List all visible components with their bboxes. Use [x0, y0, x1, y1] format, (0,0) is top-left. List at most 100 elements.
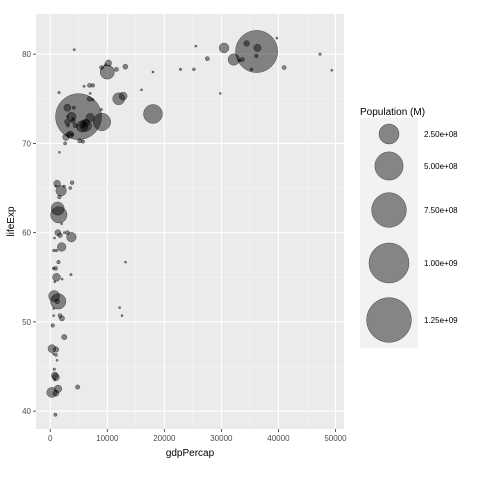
data-point — [57, 194, 62, 200]
data-point — [70, 118, 76, 124]
data-point — [50, 293, 67, 310]
data-point — [118, 306, 121, 309]
data-point — [120, 314, 124, 318]
data-point — [330, 68, 334, 72]
data-point — [192, 67, 196, 72]
data-point — [218, 42, 230, 54]
data-point — [66, 232, 77, 243]
data-point — [76, 120, 89, 133]
data-point — [57, 242, 67, 252]
data-point — [58, 150, 61, 154]
y-axis-title: lifeExp — [6, 206, 17, 236]
data-point — [61, 334, 68, 341]
data-point — [218, 92, 222, 95]
data-point — [53, 384, 63, 393]
data-point — [47, 344, 57, 353]
data-point — [253, 44, 262, 52]
data-point — [254, 53, 259, 59]
data-point — [60, 222, 64, 226]
data-point — [140, 88, 143, 92]
data-point — [62, 184, 66, 188]
plot-panel — [36, 14, 344, 429]
y-tick-label: 60 — [22, 229, 31, 238]
data-point — [53, 280, 57, 284]
x-axis-title: gdpPercap — [166, 448, 215, 459]
x-tick-label: 10000 — [96, 434, 119, 443]
data-point — [54, 298, 60, 305]
data-point — [114, 66, 119, 72]
y-tick-label: 70 — [22, 139, 31, 148]
x-tick-label: 50000 — [324, 434, 347, 443]
data-point — [57, 313, 63, 318]
data-point — [55, 358, 59, 362]
data-point — [53, 412, 58, 417]
data-point — [55, 93, 102, 140]
data-point — [243, 40, 250, 47]
legend-key-circle — [378, 123, 400, 145]
data-point — [227, 53, 240, 66]
data-point — [99, 107, 103, 111]
y-tick-label: 80 — [22, 50, 31, 59]
legend-key-circle — [374, 151, 404, 181]
data-point — [82, 84, 86, 88]
data-point — [54, 248, 59, 253]
y-axis-ticks: 40 50 60 70 80 — [22, 50, 36, 416]
data-point — [318, 52, 322, 56]
data-point — [52, 314, 56, 318]
data-point — [81, 118, 90, 127]
data-point — [62, 231, 66, 235]
data-point — [52, 390, 60, 397]
data-point — [66, 115, 69, 118]
data-point — [52, 248, 56, 253]
data-point — [66, 123, 70, 128]
legend-label: 7.50e+08 — [424, 206, 458, 215]
data-point — [194, 44, 198, 48]
data-point — [50, 323, 55, 328]
data-point — [112, 92, 125, 106]
data-point — [281, 65, 287, 70]
data-point — [99, 65, 104, 70]
data-point — [80, 139, 85, 144]
data-point — [53, 378, 57, 382]
x-tick-label: 40000 — [267, 434, 290, 443]
data-point — [92, 113, 111, 131]
data-point — [54, 184, 58, 188]
x-tick-label: 20000 — [153, 434, 176, 443]
data-point — [90, 83, 95, 88]
y-tick-label: 50 — [22, 318, 31, 327]
data-point — [118, 91, 128, 101]
data-point — [51, 371, 59, 380]
data-point — [105, 59, 112, 67]
legend: Population (M) 2.50e+08 5.00e+08 7.50e+08 1… — [360, 107, 458, 348]
data-point — [249, 67, 254, 72]
data-point — [86, 96, 93, 102]
data-point — [240, 57, 245, 62]
data-point — [63, 141, 67, 146]
data-point — [52, 346, 59, 353]
data-point — [70, 132, 75, 137]
data-point — [57, 232, 63, 238]
data-point — [63, 103, 72, 112]
data-point — [71, 117, 75, 120]
data-point — [50, 201, 65, 216]
data-point — [85, 113, 95, 122]
data-point — [143, 104, 163, 124]
data-point — [66, 132, 71, 137]
x-axis-ticks: 0 10000 20000 30000 40000 50000 — [48, 429, 347, 443]
data-points — [46, 30, 334, 417]
data-point — [52, 352, 55, 356]
legend-items: 2.50e+08 5.00e+08 7.50e+08 1.00e+09 1.25e+09 — [366, 123, 458, 343]
data-point — [64, 118, 71, 126]
data-point — [52, 367, 56, 371]
legend-label: 1.25e+09 — [424, 316, 458, 325]
data-point — [88, 92, 92, 95]
data-point — [237, 58, 242, 63]
data-point — [62, 133, 70, 141]
legend-label: 5.00e+08 — [424, 162, 458, 171]
data-point — [275, 36, 279, 40]
data-point — [53, 236, 56, 240]
data-point — [50, 206, 68, 224]
data-point — [52, 273, 61, 282]
data-point — [91, 98, 95, 102]
data-point — [65, 230, 70, 235]
